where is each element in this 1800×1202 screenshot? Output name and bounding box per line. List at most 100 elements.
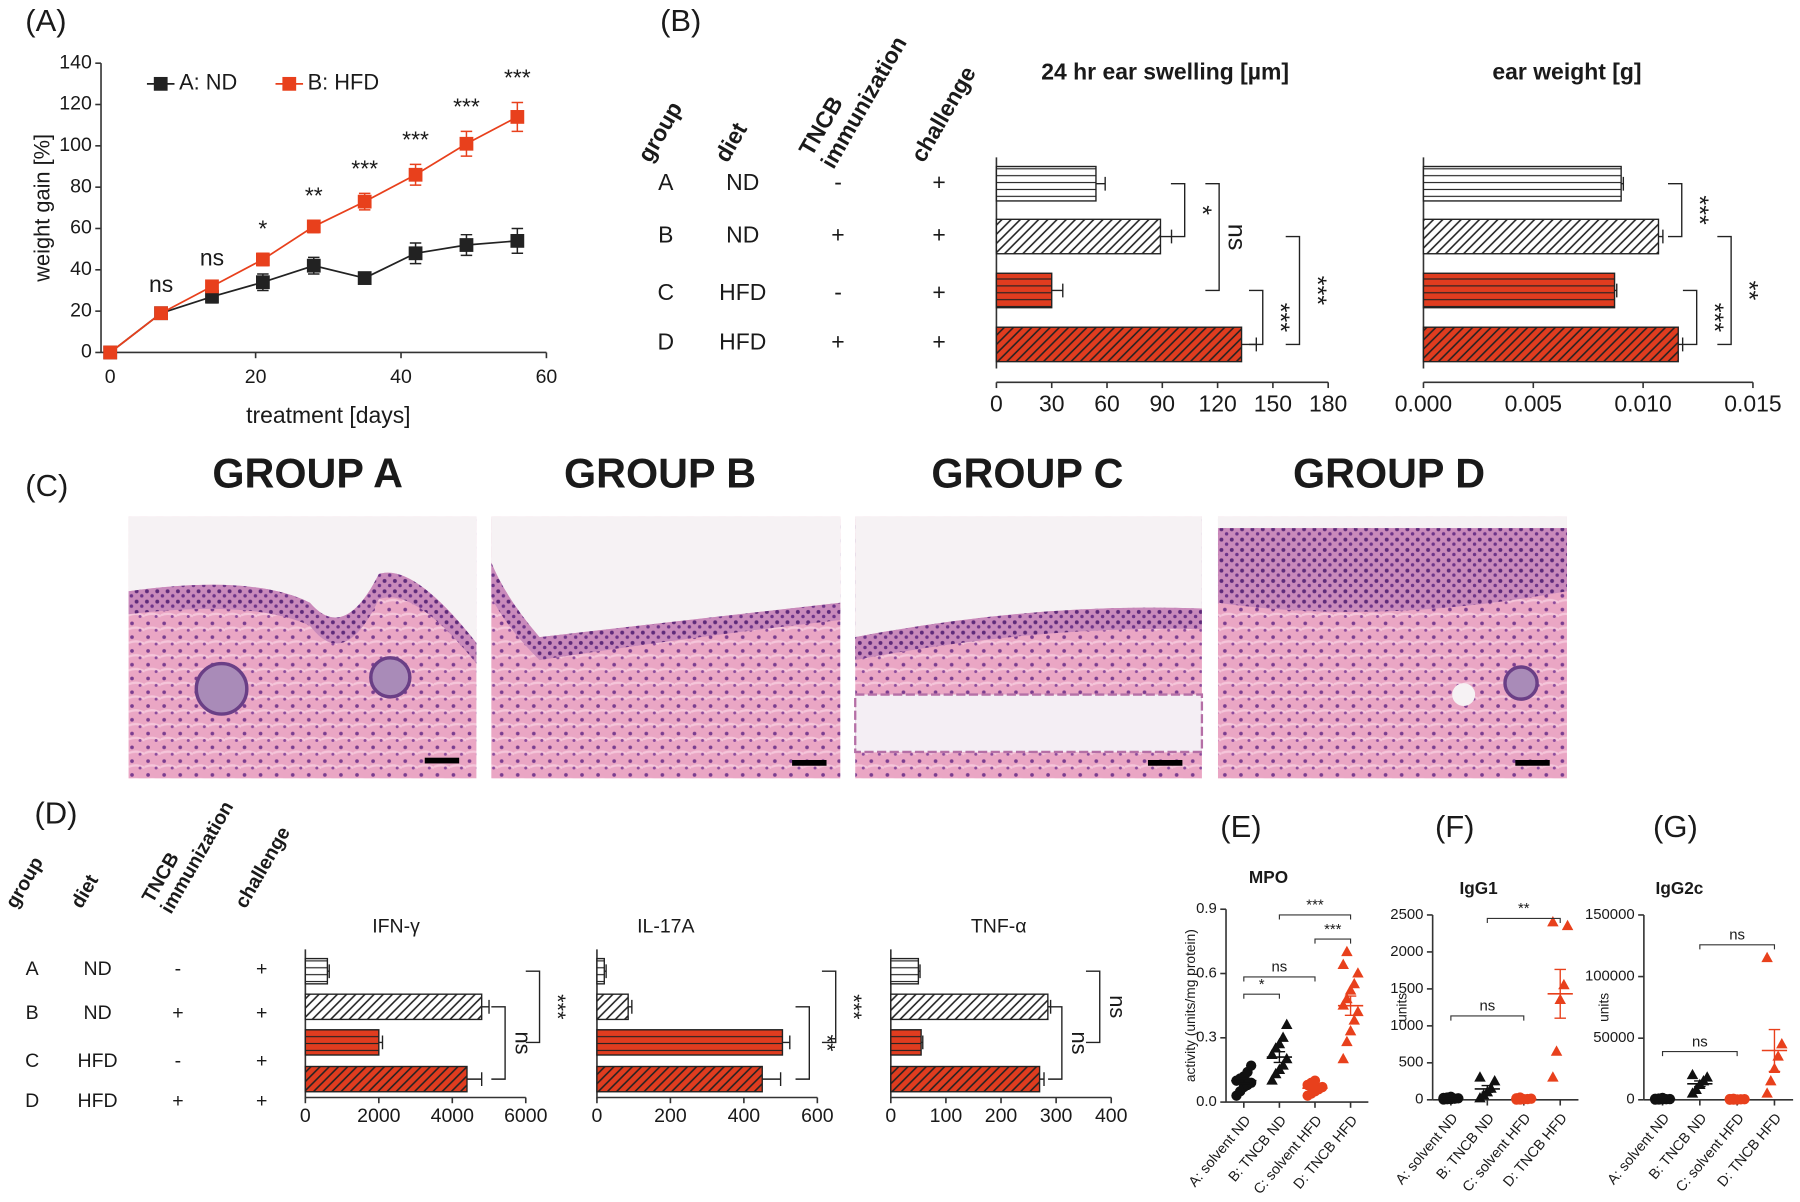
x-tick-label: 0.000: [1395, 390, 1452, 416]
significance-bracket: [1170, 183, 1186, 238]
data-point: [1281, 1052, 1293, 1064]
marker: [205, 279, 219, 294]
significance-label: *: [1188, 205, 1216, 215]
marker: [459, 238, 474, 252]
x-tick-label: 0.010: [1614, 390, 1671, 416]
panel-label: (D): [34, 795, 77, 830]
y-tick-label: 500: [1399, 1054, 1424, 1071]
scale-bar: [1515, 759, 1550, 766]
bar: [995, 326, 1243, 363]
table-header: diet: [709, 118, 752, 167]
panel-label: (A): [25, 3, 66, 38]
y-tick-label: 0: [81, 341, 92, 363]
x-tick-label: 0: [105, 366, 116, 388]
marker: [306, 219, 321, 234]
y-tick-label: 100: [59, 134, 92, 156]
bar: [1422, 326, 1679, 363]
data-point: [1485, 1082, 1497, 1093]
bar: [596, 1065, 763, 1093]
data-point: [1341, 945, 1353, 957]
error-bar: [782, 1035, 791, 1050]
x-tick-label: 30: [1039, 390, 1065, 416]
table-cell: HFD: [78, 1090, 118, 1112]
series-line: [109, 116, 518, 354]
significance-label: *: [1259, 976, 1265, 993]
marker: [154, 306, 168, 321]
x-tick-label: 150: [1254, 390, 1292, 416]
marker: [357, 271, 372, 285]
error-bar: [628, 999, 633, 1014]
scale-bar: [1147, 759, 1183, 766]
marker: [510, 233, 525, 248]
table-header: diet: [67, 871, 104, 912]
x-tick-label: 6000: [504, 1105, 548, 1127]
data-point: [1772, 1050, 1784, 1061]
follicle: [1503, 665, 1539, 701]
scale-bar: [792, 759, 827, 766]
y-tick-label: 1000: [1390, 1017, 1423, 1034]
scale-bar: [424, 757, 460, 764]
background: [128, 516, 477, 643]
panel-label: (E): [1220, 809, 1261, 844]
x-tick-label: 4000: [431, 1105, 475, 1127]
table-cell: +: [256, 1002, 267, 1024]
significance-bracket: [1048, 1006, 1063, 1080]
data-point: [1344, 1025, 1357, 1036]
table-header: group: [632, 97, 687, 166]
bar: [304, 1029, 380, 1056]
bar: [995, 272, 1053, 309]
bar: [304, 993, 483, 1021]
x-tick-label: 60: [1094, 390, 1120, 416]
data-point: [1558, 978, 1570, 990]
data-point: [1348, 977, 1360, 989]
significance-label: ns: [1067, 1031, 1092, 1054]
histology-b: [491, 516, 841, 779]
legend-marker: [153, 76, 168, 91]
data-point: [1245, 1060, 1257, 1071]
background: [491, 516, 841, 638]
marker: [357, 194, 372, 209]
follicle: [369, 656, 412, 699]
data-point: [1686, 1068, 1699, 1080]
data-point: [1266, 1074, 1278, 1085]
error-bar: [762, 1072, 782, 1087]
significance-bracket: [1486, 917, 1561, 924]
bar: [995, 165, 1097, 202]
data-point: [1514, 1092, 1526, 1103]
bar: [890, 993, 1049, 1021]
error-bar: [1273, 1051, 1286, 1064]
data-point: [1352, 1005, 1364, 1017]
legend-marker: [282, 76, 297, 91]
table-cell: +: [256, 958, 267, 980]
error-bar: [327, 964, 330, 979]
x-tick-label: 200: [654, 1105, 687, 1127]
data-point: [1337, 999, 1349, 1010]
table-cell: +: [932, 222, 945, 248]
table-cell: +: [831, 222, 844, 248]
error-bar: [1614, 283, 1618, 298]
significance-label: ***: [1685, 195, 1713, 225]
significance-label: ns: [1272, 959, 1288, 976]
y-tick-label: 120: [59, 93, 92, 115]
significance-bracket: [1205, 183, 1220, 292]
error-bar: [1678, 337, 1684, 352]
significance-label: ***: [453, 93, 480, 119]
table-cell: ND: [726, 222, 759, 248]
chart-title: IL-17A: [637, 916, 694, 938]
table-cell: D: [25, 1090, 39, 1112]
epidermis: [1217, 528, 1567, 612]
table-cell: A: [26, 958, 39, 980]
y-axis-label: units: [1394, 993, 1409, 1022]
y-tick-label: 20: [70, 299, 92, 321]
significance-label: **: [815, 1034, 840, 1051]
chart-title: 24 hr ear swelling [µm]: [1041, 59, 1289, 85]
error-bar: [1095, 176, 1106, 191]
chart-title: IgG1: [1459, 878, 1498, 898]
marker: [510, 110, 525, 124]
x-tick-label: 0: [300, 1105, 311, 1127]
table-cell: ND: [726, 169, 759, 195]
error-bar: [1481, 1084, 1494, 1093]
significance-label: ***: [402, 127, 429, 153]
x-tick-label: 400: [728, 1105, 761, 1127]
x-tick-label: 180: [1309, 390, 1347, 416]
